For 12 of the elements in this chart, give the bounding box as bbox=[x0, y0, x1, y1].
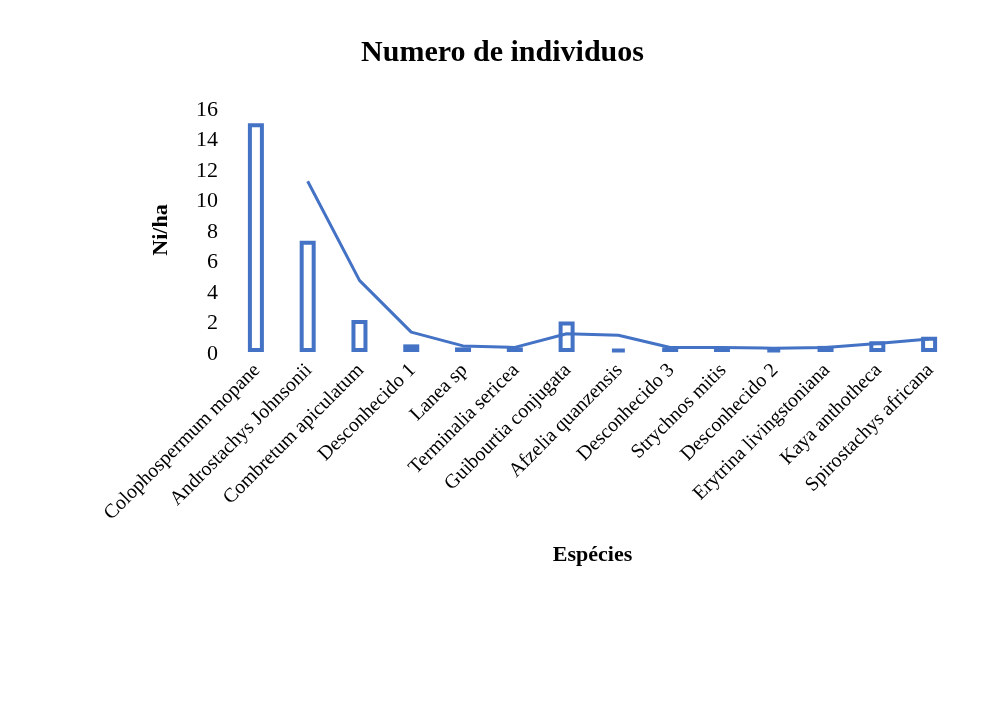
y-axis-title: Ni/ha bbox=[146, 204, 172, 256]
y-tick-label: 6 bbox=[207, 248, 218, 273]
y-tick-label: 2 bbox=[207, 309, 218, 334]
y-tick-label: 12 bbox=[196, 156, 218, 182]
y-tick-label: 8 bbox=[207, 217, 218, 243]
y-tick-label: 10 bbox=[196, 187, 218, 212]
y-tick-label: 14 bbox=[196, 126, 218, 151]
chart-title: Numero de individuos bbox=[361, 33, 644, 67]
x-axis-title: Espécies bbox=[552, 540, 633, 566]
y-tick-label: 16 bbox=[196, 95, 218, 121]
y-tick-label: 4 bbox=[207, 278, 218, 304]
y-tick-label: 0 bbox=[207, 339, 218, 365]
